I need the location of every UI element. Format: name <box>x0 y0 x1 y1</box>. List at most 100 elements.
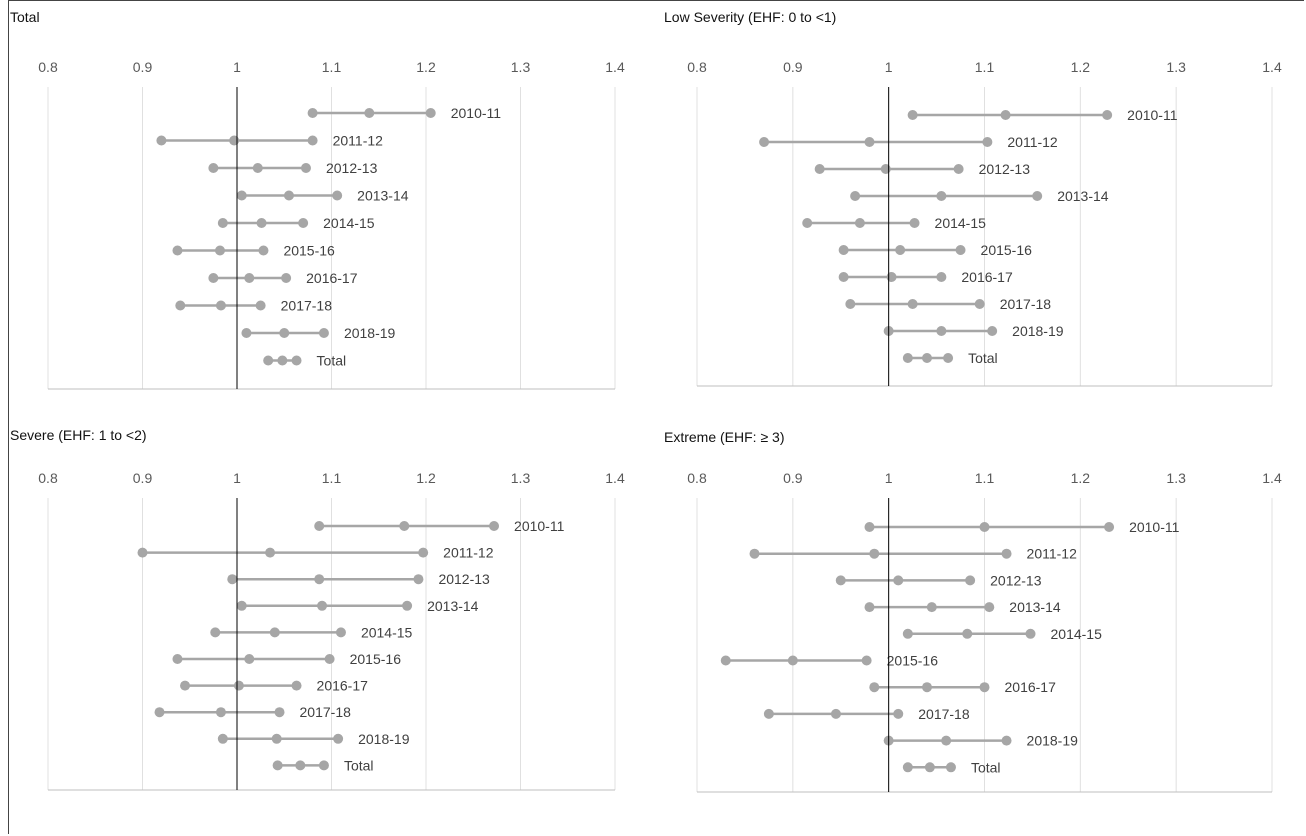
category-label: 2013-14 <box>357 188 409 204</box>
chart-title: Total <box>10 9 40 25</box>
estimate-point <box>399 521 410 531</box>
estimate-point <box>233 680 244 691</box>
category-label: 2018-19 <box>344 325 396 341</box>
category-label: 2018-19 <box>1027 733 1079 749</box>
upper-point <box>318 328 329 338</box>
category-label: 2016-17 <box>961 269 1013 285</box>
upper-point <box>291 680 302 691</box>
category-label: 2012-13 <box>438 571 490 587</box>
estimate-point <box>907 299 918 309</box>
upper-point <box>955 245 966 255</box>
lower-point <box>172 245 183 256</box>
upper-point <box>984 602 995 613</box>
category-label: 2012-13 <box>979 161 1031 177</box>
estimate-point <box>979 522 990 532</box>
upper-point <box>318 760 329 771</box>
x-tick-label: 1.3 <box>511 470 531 486</box>
category-label: Total <box>317 353 347 369</box>
category-label: 2011-12 <box>1007 134 1058 150</box>
estimate-point <box>229 135 240 146</box>
category-label: 2015-16 <box>981 242 1033 258</box>
x-tick-label: 1.2 <box>1071 59 1091 75</box>
lower-point <box>236 600 247 611</box>
x-tick-label: 1.3 <box>511 59 531 75</box>
x-tick-label: 1.1 <box>322 470 342 486</box>
x-tick-label: 1 <box>885 59 893 75</box>
estimate-point <box>926 602 937 613</box>
lower-point <box>217 218 228 228</box>
lower-point <box>763 708 774 719</box>
estimate-point <box>936 191 947 201</box>
category-label: 2015-16 <box>887 653 939 669</box>
upper-point <box>255 300 266 311</box>
x-tick-label: 1.1 <box>322 59 342 75</box>
lower-point <box>217 733 228 744</box>
category-label: 2014-15 <box>323 215 375 231</box>
estimate-point <box>922 682 932 693</box>
x-tick-label: 1 <box>233 59 241 75</box>
upper-point <box>298 218 309 228</box>
upper-point <box>333 733 344 744</box>
estimate-point <box>895 245 906 255</box>
lower-point <box>907 110 918 120</box>
upper-point <box>861 655 872 666</box>
figure-frame <box>8 0 1304 834</box>
chart-title: Low Severity (EHF: 0 to <1) <box>664 9 836 25</box>
x-tick-label: 0.9 <box>133 470 153 486</box>
x-tick-label: 1.4 <box>605 59 625 75</box>
upper-point <box>943 353 954 363</box>
estimate-point <box>256 218 267 228</box>
upper-point <box>281 273 292 283</box>
estimate-point <box>922 353 932 363</box>
lower-point <box>156 135 167 146</box>
estimate-point <box>787 655 798 666</box>
upper-point <box>953 164 964 174</box>
category-label: 2012-13 <box>326 160 378 176</box>
x-tick-label: 1.4 <box>1262 470 1282 486</box>
lower-point <box>208 273 219 283</box>
lower-point <box>227 574 238 585</box>
category-label: 2010-11 <box>514 518 565 534</box>
x-tick-label: 1.2 <box>1071 470 1091 486</box>
lower-point <box>902 628 913 639</box>
lower-point <box>814 164 825 174</box>
estimate-point <box>317 600 328 611</box>
x-tick-label: 1.1 <box>975 59 995 75</box>
x-tick-label: 0.9 <box>133 59 153 75</box>
category-label: 2011-12 <box>443 545 494 561</box>
estimate-point <box>265 547 276 558</box>
x-tick-label: 1.3 <box>1166 470 1186 486</box>
lower-point <box>845 299 856 309</box>
upper-point <box>402 600 413 611</box>
upper-point <box>982 137 993 147</box>
chart-title: Severe (EHF: 1 to <2) <box>10 427 147 443</box>
estimate-point <box>854 218 865 228</box>
estimate-point <box>864 137 875 147</box>
category-label: Total <box>971 759 1001 775</box>
upper-point <box>1032 191 1043 201</box>
estimate-point <box>283 190 294 201</box>
category-label: 2015-16 <box>283 243 335 259</box>
x-tick-label: 0.8 <box>38 470 58 486</box>
x-tick-label: 1 <box>885 470 893 486</box>
lower-point <box>208 163 219 173</box>
lower-point <box>307 108 318 118</box>
estimate-point <box>244 273 255 283</box>
category-label: 2018-19 <box>1012 323 1064 339</box>
upper-point <box>291 355 302 366</box>
estimate-point <box>279 328 290 338</box>
upper-point <box>307 135 318 146</box>
chart-title: Extreme (EHF: ≥ 3) <box>664 429 784 445</box>
lower-point <box>802 218 813 228</box>
category-label: 2013-14 <box>1057 188 1109 204</box>
upper-point <box>1001 548 1012 559</box>
lower-point <box>154 707 165 718</box>
category-label: 2018-19 <box>358 731 410 747</box>
x-tick-label: 0.9 <box>783 59 803 75</box>
x-tick-label: 1.2 <box>416 59 436 75</box>
upper-point <box>425 108 436 118</box>
category-label: 2013-14 <box>427 598 479 614</box>
lower-point <box>180 680 191 691</box>
estimate-point <box>277 355 288 366</box>
